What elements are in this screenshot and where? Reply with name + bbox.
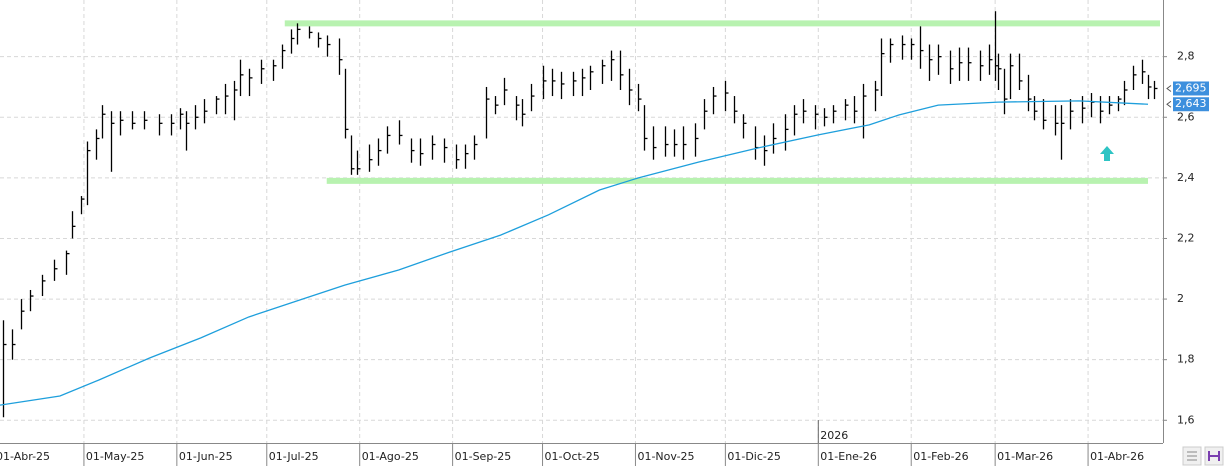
x-tick-label: 01-Jul-25: [269, 450, 319, 463]
y-tick-label: 2,8: [1177, 50, 1195, 63]
menu-icon: [1208, 451, 1220, 461]
scroll-icon: [1187, 451, 1197, 461]
x-tick-label: 01-Ene-26: [820, 450, 877, 463]
plot-area: [0, 0, 1163, 443]
x-tick-label: 01-Sep-25: [455, 450, 512, 463]
y-tick-label: 1,6: [1177, 413, 1195, 426]
y-tick-label: 2: [1177, 292, 1184, 305]
y-tick-label: 2,4: [1177, 171, 1195, 184]
last-pointer: [1166, 100, 1172, 108]
x-tick-label: 01-Nov-25: [637, 450, 694, 463]
y-tick-label: 2,6: [1177, 110, 1195, 123]
x-tick-label: 01-Feb-26: [913, 450, 968, 463]
last-label-box: [1173, 81, 1209, 96]
last-label-box: [1173, 97, 1209, 112]
y-tick-label: 1,8: [1177, 353, 1195, 366]
x-tick-label: 01-May-25: [86, 450, 144, 463]
x-tick-label: 01-Abr-26: [1090, 450, 1144, 463]
last-pointer: [1166, 85, 1172, 92]
last-label: 2,695: [1175, 81, 1207, 94]
year-marker: 2026: [820, 429, 848, 442]
x-tick-label: 01-Oct-25: [545, 450, 600, 463]
last-label: 2,643: [1175, 97, 1207, 110]
x-tick-label: 01-Abr-25: [0, 450, 50, 463]
x-tick-label: 01-Dic-25: [727, 450, 781, 463]
x-tick-label: 01-Jun-25: [179, 450, 233, 463]
signal-arrow: [1100, 146, 1114, 161]
y-tick-label: 2,2: [1177, 231, 1195, 244]
moving-average: [0, 100, 1149, 406]
x-tick-label: 01-Mar-26: [997, 450, 1053, 463]
x-tick-label: 01-Ago-25: [362, 450, 419, 463]
